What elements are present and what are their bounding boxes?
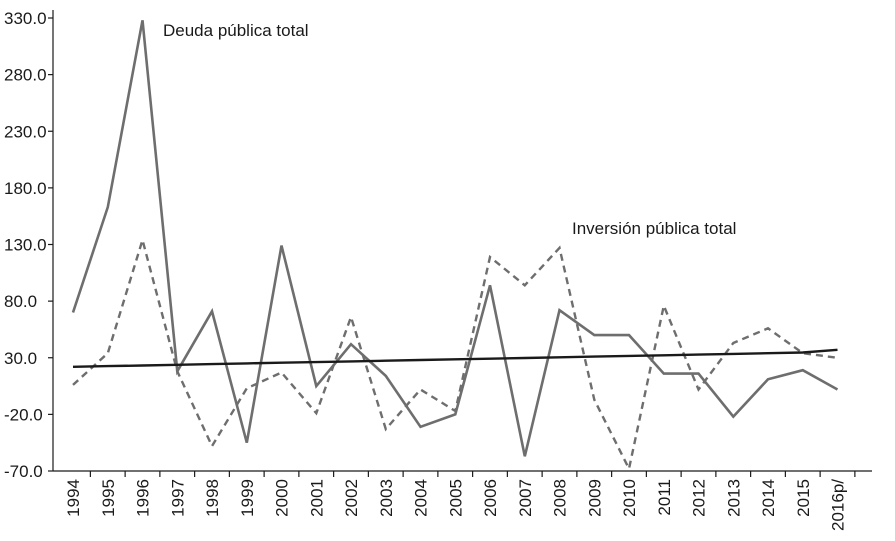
x-tick-label: 2011 [655,479,674,516]
x-tick-label: 2007 [516,479,535,517]
y-tick-label: -20.0 [4,405,43,424]
x-tick-label: 1994 [64,479,83,517]
x-tick-label: 2000 [273,479,292,517]
y-tick-label: 180.0 [4,179,47,198]
x-tick-label: 2006 [481,479,500,517]
x-tick-label: 2016p/ [829,479,848,531]
x-tick-label: 1999 [238,479,257,517]
annotation-deuda-publica-total: Deuda pública total [163,21,309,40]
annotation-layer: Deuda pública total Inversión pública to… [163,21,736,238]
x-tick-label: 1995 [99,479,118,517]
x-tick-label: 1997 [168,479,187,517]
x-tick-label: 2004 [412,479,431,517]
x-axis: 1994 1995 1996 1997 1998 1999 2000 2001 2002 2003… [53,470,872,531]
x-tick-label: 1996 [134,479,153,517]
y-tick-label: 280.0 [4,66,47,85]
y-tick-label: 30.0 [4,349,37,368]
series-layer [71,20,839,473]
y-tick-label: 230.0 [4,122,47,141]
y-tick-label: 80.0 [4,292,37,311]
x-tick-label: 2008 [551,479,570,517]
y-tick-label: -70.0 [4,462,43,481]
x-tick-label: 2010 [620,479,639,517]
x-tick-label: 2003 [377,479,396,517]
x-tick-label: 2012 [690,479,709,517]
x-tick-label: 2014 [759,479,778,517]
x-tick-label: 1998 [203,479,222,517]
series-line-deuda-publica-total [71,20,839,457]
annotation-inversion-publica-total: Inversión pública total [572,219,736,238]
y-axis: 330.0 280.0 230.0 180.0 130.0 80.0 30.0 -20.0 -7… [4,9,54,481]
y-tick-label: 130.0 [4,236,47,255]
x-tick-label: 2015 [794,479,813,517]
x-tick-label: 2001 [307,479,326,517]
x-tick-label: 2002 [342,479,361,517]
x-tick-label: 2013 [724,479,743,517]
x-tick-label: 2009 [585,479,604,517]
y-tick-label: 330.0 [4,9,47,28]
x-tick-label: 2005 [446,479,465,517]
